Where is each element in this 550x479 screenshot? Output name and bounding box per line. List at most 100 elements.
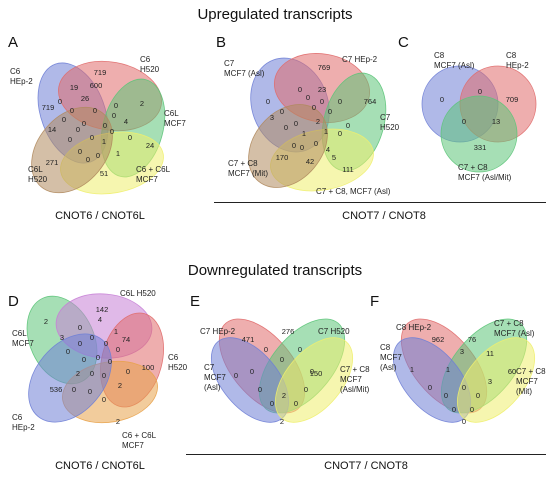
region-count-c: 0 [462,117,466,126]
set-label-c-c8-hep2: HEp-2 [506,61,529,70]
region-count-a: 0 [58,97,62,106]
region-count-a: 719 [94,68,107,77]
region-count-a: 0 [90,133,94,142]
region-count-d: 0 [102,395,106,404]
panel-letter-b: B [216,34,227,51]
region-count-d: 0 [90,369,94,378]
region-count-d: 0 [88,387,92,396]
region-count-e: 471 [242,335,255,344]
region-count-b: 23 [318,85,326,94]
region-count-c: 13 [492,117,500,126]
set-label-e-c7-mcf7: (Asl) [204,383,221,392]
region-count-d: 2 [44,317,48,326]
region-count-b: 0 [298,85,302,94]
region-count-f: 0 [462,383,466,392]
region-count-d: 0 [102,371,106,380]
panel-letter-d: D [8,293,19,310]
region-count-d: 0 [126,367,130,376]
region-count-a: 51 [100,169,108,178]
region-count-f: 3 [460,347,464,356]
region-count-e: 276 [282,327,295,336]
region-count-d: 1 [114,327,118,336]
set-label-c-c8-mcf7: MCF7 (Asl) [434,61,475,70]
set-label-f-c8-hep2: C8 HEp-2 [396,323,432,332]
downregulated-title: Downregulated transcripts [187,262,363,279]
region-count-d: 74 [122,335,130,344]
set-label-f-c7c8-asl: C7 + C8 [494,319,524,328]
set-label-b-c7-h520: H520 [380,123,400,132]
region-count-b: 3 [270,113,274,122]
set-label-b-c7-mcf7-asl: MCF7 (Asl) [224,69,265,78]
region-count-e: 0 [294,399,298,408]
region-count-d: 2 [118,381,122,390]
region-count-e: 0 [270,399,274,408]
region-count-b: 769 [318,63,331,72]
region-count-e: 0 [298,345,302,354]
region-count-e: 0 [250,367,254,376]
panel-letter-e: E [190,293,201,310]
region-count-b: 111 [342,165,353,174]
region-count-b: 0 [338,129,342,138]
region-count-b: 4 [326,145,330,154]
region-count-a: 0 [76,125,80,134]
region-count-a: 24 [146,141,154,150]
region-count-b: 2 [316,117,320,126]
region-count-f: 962 [432,335,445,344]
region-count-f: 3 [488,377,492,386]
set-label-d-c6-hep2: C6 [12,413,23,422]
region-count-b: 0 [294,119,298,128]
region-count-d: 0 [82,355,86,364]
divider-bc [214,202,546,203]
set-label-b-c7c8-mit: C7 + C8 [228,159,258,168]
panel-letter-c: C [398,34,409,51]
region-count-e: 2 [280,417,284,426]
region-count-a: 0 [82,119,86,128]
set-label-b-c7-hep2: C7 HEp-2 [342,55,378,64]
set-label-a-c6l-h520: H520 [28,175,48,184]
region-count-f: 1 [410,365,414,374]
region-count-b: 0 [338,97,342,106]
region-count-a: 271 [46,158,59,167]
set-label-d-c6-h520: C6 [168,353,179,362]
region-count-f: 0 [476,391,480,400]
set-label-c-c8-mcf7: C8 [434,51,445,60]
set-label-d-c6l-mcf7: C6L [12,329,27,338]
set-label-d-c6c6l-mcf7: MCF7 [122,441,144,450]
set-label-c-c7c8: MCF7 (Asl/Mit) [458,173,512,182]
upregulated-title: Upregulated transcripts [197,6,353,23]
region-count-a: 0 [86,155,90,164]
region-count-b: 0 [266,97,270,106]
region-count-b: 42 [306,157,314,166]
region-count-d: 100 [142,363,155,372]
set-label-e-c7-mcf7: MCF7 [204,373,226,382]
region-count-d: 536 [50,385,63,394]
set-e-c7c8 [274,337,354,423]
region-count-c: 0 [440,95,444,104]
region-count-d: 4 [98,315,102,324]
region-count-b: 0 [328,107,332,116]
label-bc: CNOT7 / CNOT8 [342,210,426,222]
set-label-a-c6c6l-mcf7: C6 + C6L [136,165,171,174]
set-label-a-c6-hep2: C6 [10,67,21,76]
region-count-e: 0 [264,345,268,354]
region-count-b: 1 [302,129,306,138]
region-count-a: 0 [128,133,132,142]
region-count-c: 331 [474,143,487,152]
region-count-a: 0 [78,147,82,156]
region-count-b: 0 [320,97,324,106]
region-count-d: 0 [104,339,108,348]
set-c-c7c8 [440,95,518,173]
region-count-e: 150 [310,369,323,378]
region-count-b: 0 [280,107,284,116]
set-label-e-c7-mcf7: C7 [204,363,215,372]
set-label-f-c7c8-mit: C7 + C8 [516,367,546,376]
region-count-e: 0 [304,385,308,394]
region-count-f: 0 [462,417,466,426]
region-count-d: 0 [108,357,112,366]
region-count-a: 2 [140,99,144,108]
region-count-d: 3 [60,333,64,342]
set-label-d-c6-h520: H520 [168,363,188,372]
region-count-f: 11 [486,349,494,358]
region-count-b: 0 [314,139,318,148]
label-ef: CNOT7 / CNOT8 [324,460,408,472]
